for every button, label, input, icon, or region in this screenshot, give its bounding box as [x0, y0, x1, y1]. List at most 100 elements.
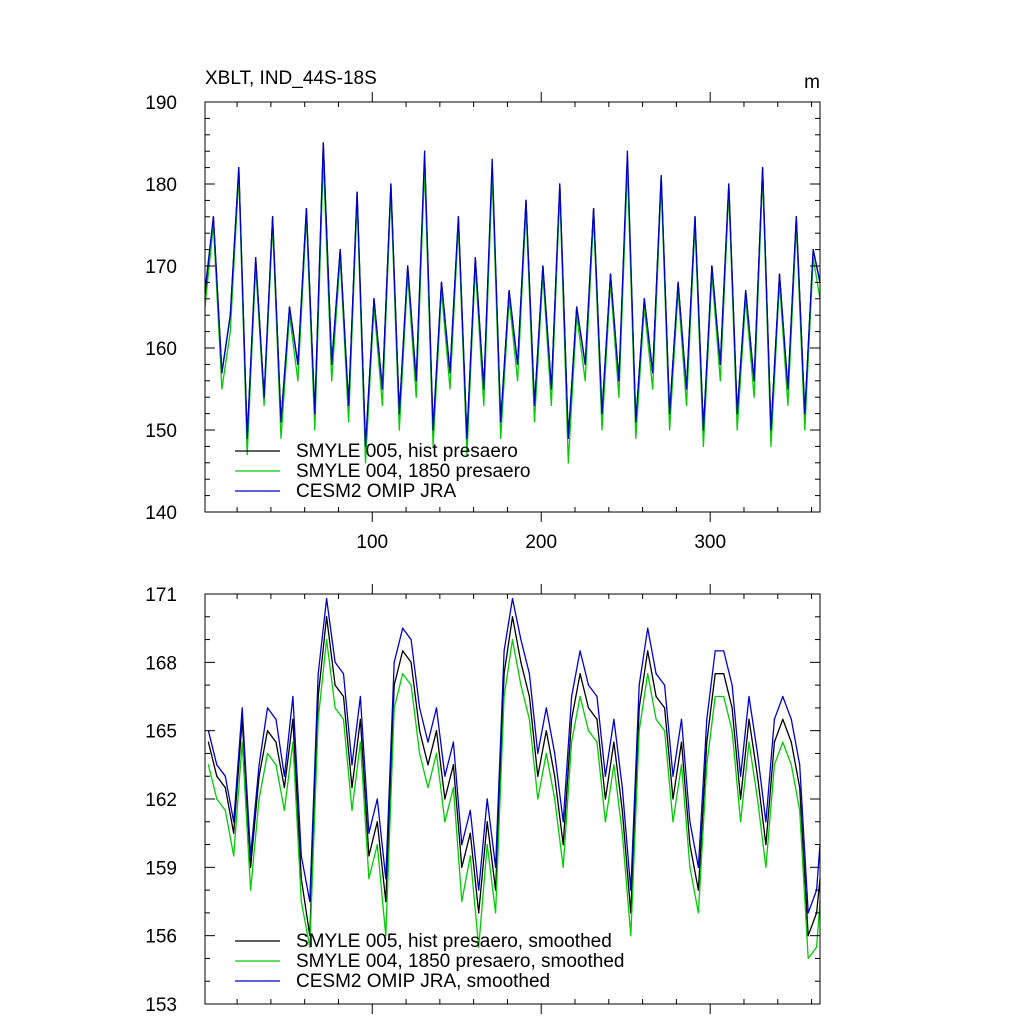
data-point: [368, 878, 370, 880]
data-point: [326, 598, 328, 600]
legend: SMYLE 005, hist presaero, smoothed SMYLE…: [235, 931, 624, 992]
data-point: [266, 752, 269, 755]
data-point: [697, 889, 700, 891]
data-point: [419, 730, 421, 732]
data-point: [381, 404, 383, 406]
data-point: [571, 718, 573, 720]
data-point: [731, 730, 733, 732]
data-point: [728, 183, 730, 185]
data-point: [356, 191, 358, 193]
data-point: [537, 752, 539, 755]
data-point: [275, 718, 277, 720]
data-point: [495, 866, 497, 868]
data-point: [250, 855, 252, 857]
data-point: [233, 832, 235, 834]
data-point: [587, 684, 590, 686]
series-points-1: [207, 616, 821, 937]
data-point: [630, 889, 632, 891]
data-point: [748, 741, 750, 743]
plot-frame: [204, 101, 821, 513]
data-point: [765, 821, 767, 823]
data-point: [626, 150, 629, 152]
data-point: [694, 216, 696, 218]
data-point: [314, 413, 316, 415]
data-point: [280, 421, 282, 423]
data-point: [689, 866, 691, 868]
data-point: [486, 798, 488, 800]
data-point: [381, 388, 383, 390]
x-tick-label: 100: [356, 532, 388, 553]
data-point: [799, 809, 801, 812]
data-point: [393, 707, 395, 709]
data-point: [339, 249, 341, 251]
data-point: [432, 445, 434, 447]
data-point: [348, 421, 350, 423]
data-point: [638, 684, 640, 686]
data-point: [756, 752, 759, 755]
data-point: [503, 695, 505, 698]
y-tick-label: 140: [145, 503, 177, 524]
data-point: [224, 809, 226, 812]
data-point: [652, 372, 654, 374]
data-point: [246, 437, 248, 439]
data-point: [782, 695, 784, 698]
data-point: [765, 866, 767, 868]
data-point: [520, 684, 522, 686]
data-point: [216, 798, 218, 800]
data-point: [342, 718, 345, 720]
data-point: [672, 775, 674, 777]
data-point: [486, 844, 488, 846]
data-point: [685, 388, 688, 390]
data-point: [723, 673, 725, 675]
data-point: [500, 437, 502, 439]
data-point: [587, 707, 590, 709]
data-point: [723, 650, 725, 652]
data-point: [385, 900, 387, 903]
data-point: [457, 216, 459, 218]
data-point: [740, 821, 742, 823]
data-point: [309, 946, 311, 948]
data-point: [579, 673, 581, 675]
data-point: [638, 730, 640, 732]
data-point: [528, 673, 531, 675]
data-point: [359, 695, 361, 698]
data-point: [748, 695, 750, 698]
data-point: [317, 718, 319, 720]
data-point: [664, 730, 666, 732]
data-point: [216, 764, 218, 766]
data-point: [444, 821, 446, 823]
x-tick-label: 300: [694, 532, 726, 553]
data-point: [669, 429, 671, 431]
data-point: [562, 866, 564, 868]
data-point: [647, 627, 649, 629]
data-point: [567, 462, 569, 464]
data-point: [300, 900, 302, 903]
data-point: [790, 764, 792, 766]
data-point: [461, 866, 463, 868]
data-point: [334, 661, 336, 663]
y-tick-label: 162: [145, 790, 177, 811]
data-point: [297, 363, 299, 365]
data-point: [753, 396, 755, 398]
data-point: [364, 462, 367, 464]
data-point: [609, 273, 612, 275]
data-point: [596, 741, 598, 743]
data-point: [647, 673, 649, 675]
data-point: [376, 798, 378, 800]
data-point: [250, 889, 252, 891]
data-point: [305, 208, 307, 210]
data-point: [773, 764, 776, 766]
data-point: [331, 380, 333, 382]
data-point: [288, 306, 291, 308]
data-point: [207, 764, 209, 766]
data-point: [702, 445, 705, 447]
data-point: [342, 673, 345, 675]
data-point: [317, 673, 319, 675]
legend-label: CESM2 OMIP JRA, smoothed: [296, 971, 550, 992]
data-point: [511, 598, 514, 600]
data-point: [669, 413, 671, 415]
y-tick-label: 160: [145, 339, 177, 360]
data-point: [410, 661, 412, 663]
data-point: [478, 946, 480, 948]
data-point: [731, 707, 733, 709]
